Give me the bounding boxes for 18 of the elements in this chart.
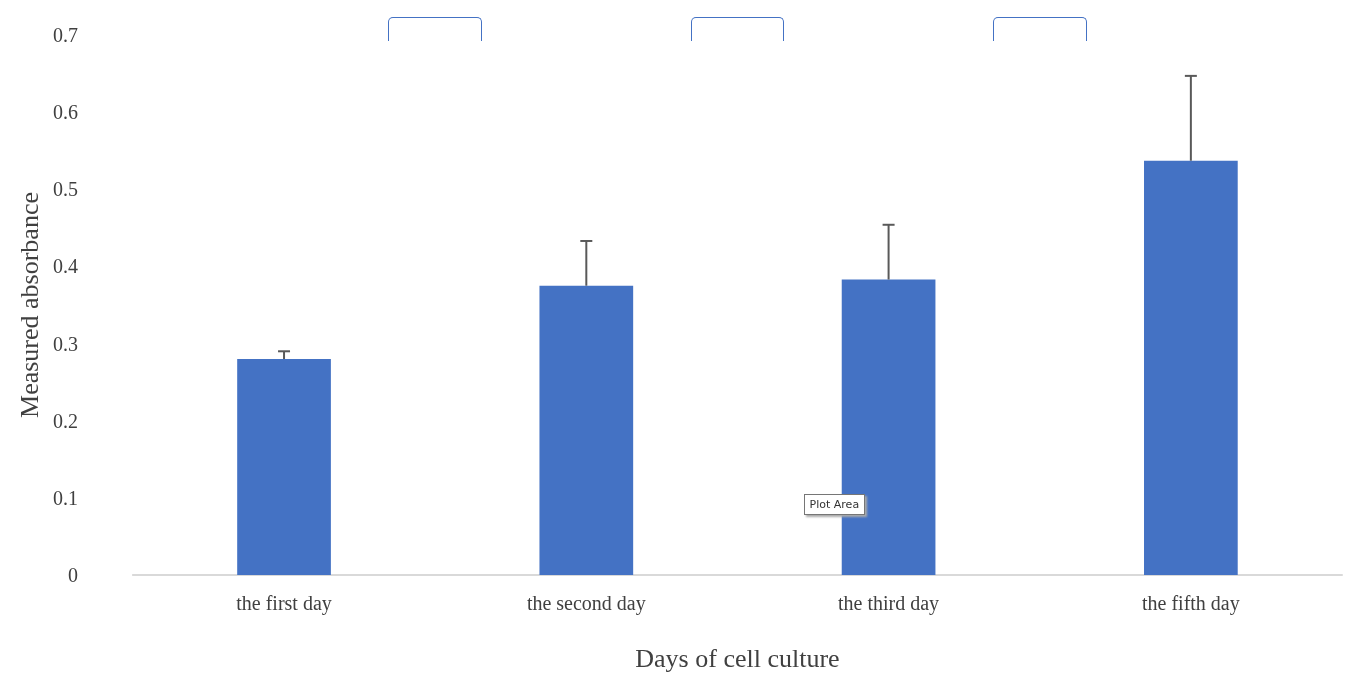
bar [539, 285, 634, 575]
y-tick-label: 0.7 [52, 24, 78, 46]
y-tick-label: 0.5 [52, 178, 78, 201]
y-axis-title: Measured absorbance [14, 192, 44, 418]
x-axis-title: Days of cell culture [635, 643, 840, 673]
y-tick-label: 0.4 [52, 255, 78, 278]
x-tick-label: the fifth day [1141, 592, 1240, 615]
x-tick-label: the second day [526, 592, 646, 615]
x-tick-label: the first day [236, 592, 332, 615]
annotation: Plot Area [803, 494, 866, 515]
y-tick-label: 0.3 [52, 332, 78, 355]
y-tick-label: 0.2 [52, 409, 78, 432]
y-tick-label: 0 [67, 564, 78, 586]
bar [237, 359, 331, 575]
y-tick-label: 0.6 [52, 101, 78, 124]
bar [1144, 160, 1238, 575]
y-tick-label: 0.1 [52, 486, 78, 509]
x-tick-label: the third day [838, 592, 940, 615]
